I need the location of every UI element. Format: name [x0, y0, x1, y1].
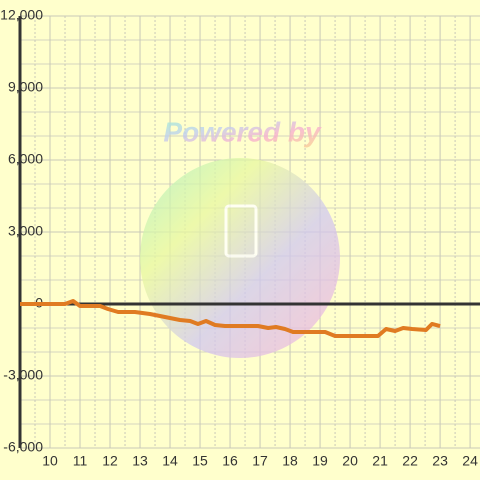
x-tick-label: 12	[102, 453, 118, 469]
x-tick-label: 16	[222, 453, 238, 469]
y-tick-label: 3,000	[8, 223, 43, 239]
x-tick-label: 24	[462, 453, 478, 469]
y-tick-label: 12,000	[0, 7, 43, 23]
x-tick-label: 11	[73, 453, 88, 469]
x-tick-label: 21	[372, 453, 388, 469]
x-tick-label: 23	[432, 453, 448, 469]
x-tick-label: 15	[192, 453, 208, 469]
series-line	[20, 299, 441, 338]
plot: -6,000-3,00003,0006,0009,00012,000101112…	[0, 7, 480, 469]
x-tick-label: 20	[342, 453, 358, 469]
x-tick-label: 22	[402, 453, 418, 469]
y-tick-label: -3,000	[3, 367, 43, 383]
x-tick-label: 14	[162, 453, 178, 469]
y-tick-label: 9,000	[8, 79, 43, 95]
watermark-logo	[140, 158, 340, 358]
watermark-text: Powered by	[163, 116, 322, 147]
x-tick-label: 17	[252, 453, 268, 469]
x-tick-label: 13	[132, 453, 148, 469]
x-tick-label: 19	[312, 453, 328, 469]
x-tick-label: 18	[282, 453, 298, 469]
x-tick-label: 10	[42, 453, 58, 469]
y-tick-label: 6,000	[8, 151, 43, 167]
y-tick-label: -6,000	[3, 439, 43, 455]
